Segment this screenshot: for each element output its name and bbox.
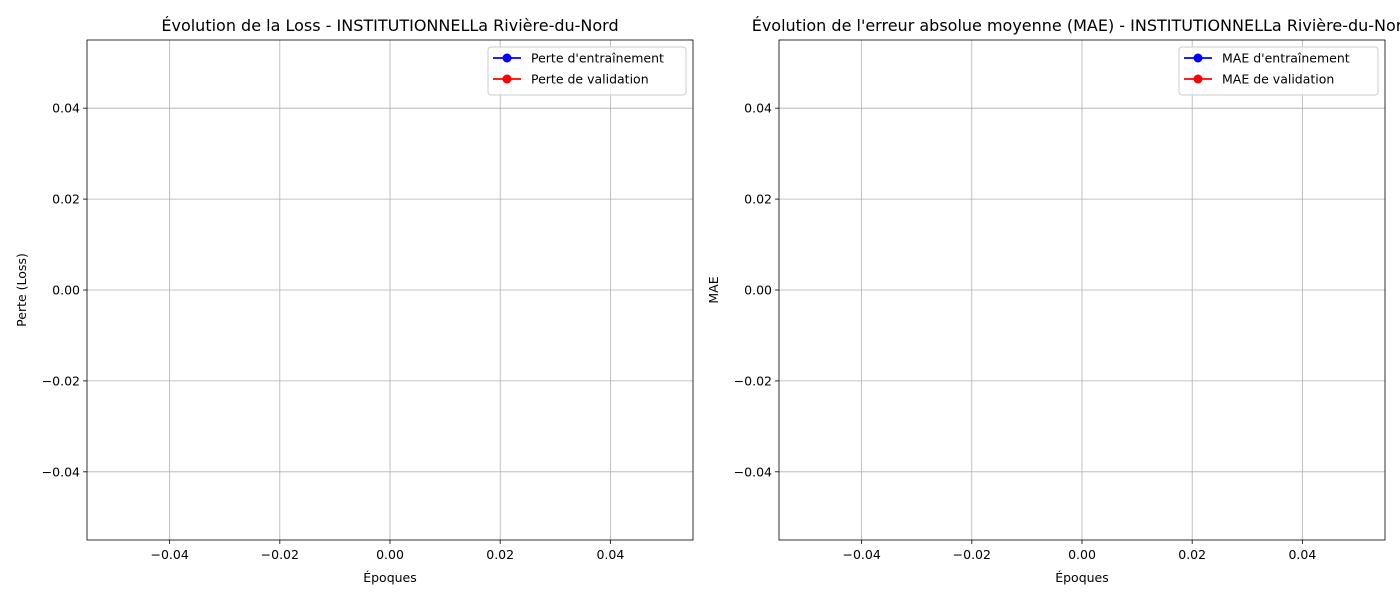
chart-panel-1: −0.04 −0.02 0.00 0.02 0.04 −0.04 −0.02 0.00 0.02… <box>14 16 694 585</box>
legend-label: MAE d'entraînement <box>1222 51 1350 66</box>
y-tick-label: 0.02 <box>52 192 80 207</box>
legend-label: Perte d'entraînement <box>531 51 664 66</box>
x-axis-label: Époques <box>1055 570 1109 585</box>
x-tick-label: 0.02 <box>486 547 514 562</box>
x-tick-label: −0.02 <box>953 547 991 562</box>
y-tick-label: 0.02 <box>744 192 772 207</box>
legend-marker <box>502 74 512 84</box>
y-tick-label: 0.04 <box>744 101 772 116</box>
y-tick-label: 0.04 <box>52 101 80 116</box>
legend-box <box>1178 46 1379 96</box>
y-tick-label: −0.04 <box>734 464 772 479</box>
x-tick-label: 0.04 <box>596 547 624 562</box>
y-axis-label: Perte (Loss) <box>14 253 29 327</box>
y-tick-label: −0.04 <box>42 464 80 479</box>
x-tick-label: 0.00 <box>376 547 404 562</box>
legend-label: MAE de validation <box>1222 72 1334 87</box>
legend-box <box>487 46 687 96</box>
legend-marker <box>1193 74 1203 84</box>
x-tick-label: −0.04 <box>842 547 880 562</box>
chart-panel-2: −0.04 −0.02 0.00 0.02 0.04 −0.04 −0.02 0.00 0.02… <box>706 16 1400 585</box>
y-tick-label: 0.00 <box>52 283 80 298</box>
x-axis-label: Époques <box>363 570 417 585</box>
legend: Perte d'entraînement Perte de validation <box>487 46 687 96</box>
x-tick-label: −0.04 <box>150 547 188 562</box>
y-tick-label: −0.02 <box>734 373 772 388</box>
y-tick-label: 0.00 <box>744 283 772 298</box>
x-tick-label: 0.04 <box>1288 547 1316 562</box>
y-axis-label: MAE <box>706 276 721 303</box>
legend-marker <box>502 53 512 63</box>
legend: MAE d'entraînement MAE de validation <box>1178 46 1379 96</box>
x-tick-label: 0.02 <box>1178 547 1206 562</box>
chart-title: Évolution de l'erreur absolue moyenne (M… <box>752 16 1400 35</box>
legend-marker <box>1193 53 1203 63</box>
chart-title: Évolution de la Loss - INSTITUTIONNELLa … <box>161 16 618 35</box>
y-tick-label: −0.02 <box>42 373 80 388</box>
x-tick-label: −0.02 <box>261 547 299 562</box>
legend-label: Perte de validation <box>531 72 649 87</box>
x-tick-label: 0.00 <box>1068 547 1096 562</box>
